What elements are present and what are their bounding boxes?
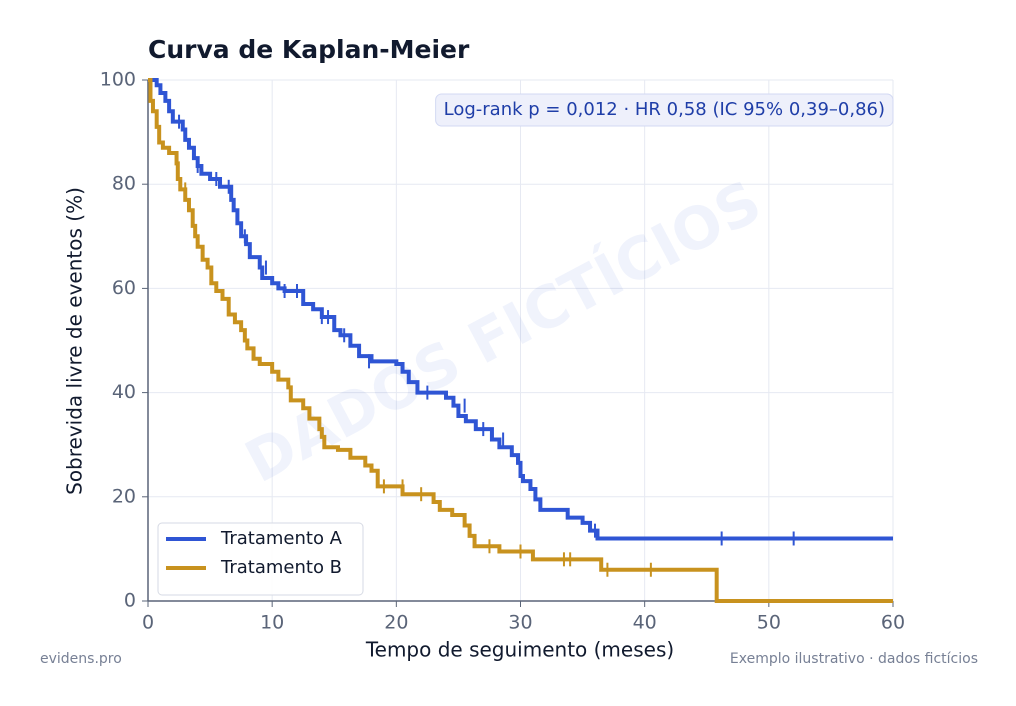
x-axis-label: Tempo de seguimento (meses) bbox=[365, 638, 674, 662]
footer-right: Exemplo ilustrativo · dados fictícios bbox=[730, 651, 978, 667]
x-tick-label: 40 bbox=[633, 612, 657, 634]
legend-label: Tratamento A bbox=[220, 528, 343, 549]
y-axis-label: Sobrevida livre de eventos (%) bbox=[63, 187, 87, 495]
x-tick-label: 50 bbox=[757, 612, 781, 634]
chart-title: Curva de Kaplan-Meier bbox=[148, 35, 470, 64]
x-tick-label: 0 bbox=[142, 612, 154, 634]
annotation-box bbox=[435, 93, 894, 127]
x-tick-label: 10 bbox=[260, 612, 284, 634]
legend-box bbox=[157, 522, 364, 596]
annotation: Log-rank p = 0,012 · HR 0,58 (IC 95% 0,3… bbox=[444, 99, 885, 120]
x-tick-label: 60 bbox=[881, 612, 905, 634]
y-tick-label: 20 bbox=[112, 485, 136, 507]
footer-left: evidens.pro bbox=[40, 651, 122, 667]
y-tick-label: 100 bbox=[100, 69, 136, 91]
y-tick-label: 40 bbox=[112, 381, 136, 403]
legend-label: Tratamento B bbox=[220, 557, 342, 578]
y-tick-label: 0 bbox=[124, 590, 136, 612]
y-tick-label: 80 bbox=[112, 173, 136, 195]
survival-curve bbox=[148, 78, 893, 603]
y-tick-label: 60 bbox=[112, 277, 136, 299]
x-tick-label: 30 bbox=[508, 612, 532, 634]
x-tick-label: 20 bbox=[384, 612, 408, 634]
